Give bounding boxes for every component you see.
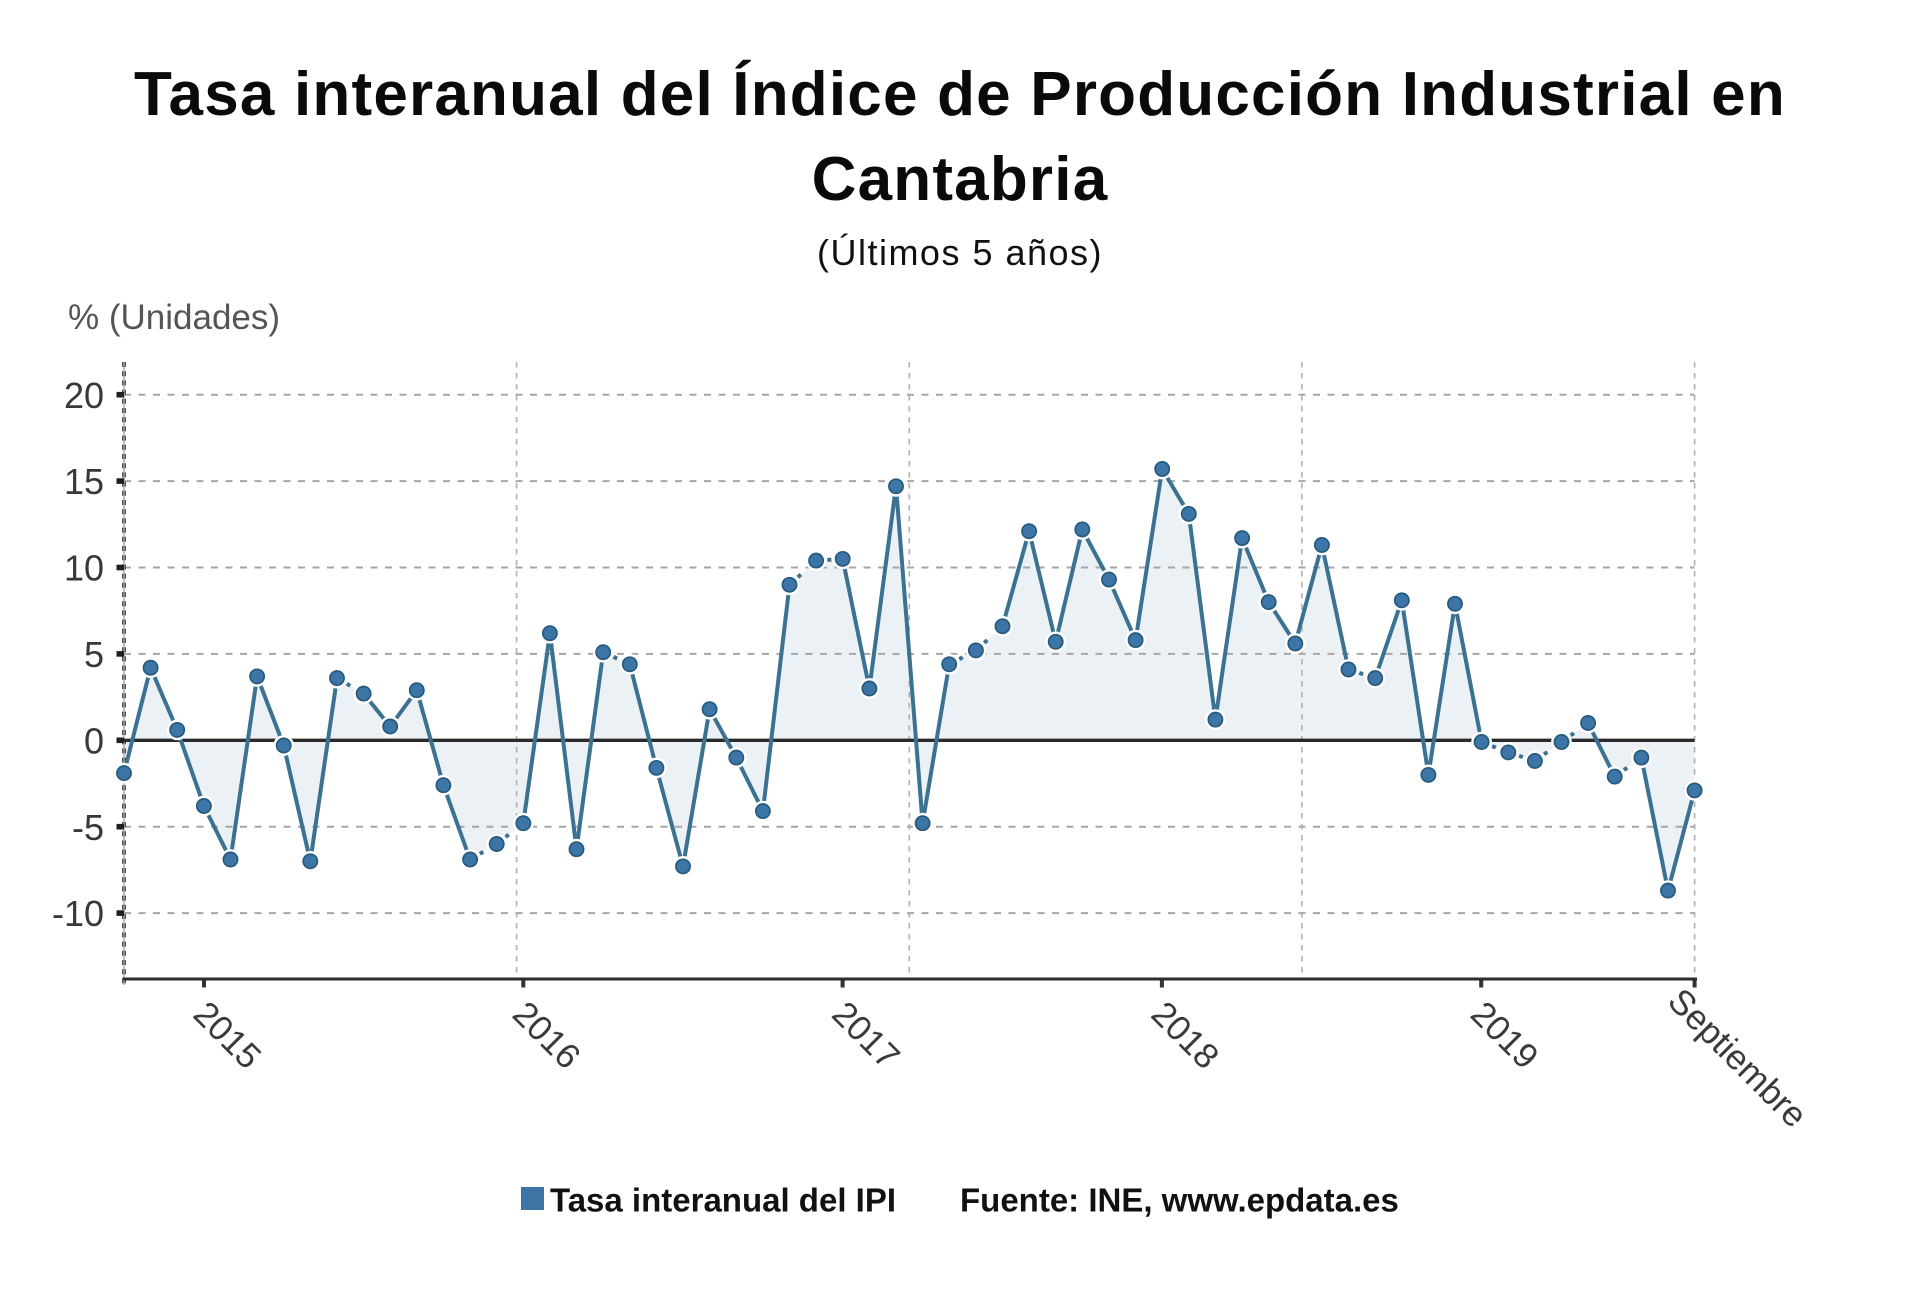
svg-text:20: 20 bbox=[64, 375, 104, 416]
svg-text:Septiembre: Septiembre bbox=[1660, 981, 1814, 1135]
svg-text:10: 10 bbox=[64, 548, 104, 589]
svg-text:Fuente: INE, www.epdata.es: Fuente: INE, www.epdata.es bbox=[960, 1182, 1399, 1219]
svg-text:-5: -5 bbox=[72, 807, 104, 848]
svg-text:2018: 2018 bbox=[1144, 994, 1227, 1077]
svg-text:2017: 2017 bbox=[824, 994, 907, 1077]
svg-text:-10: -10 bbox=[52, 893, 104, 934]
svg-text:Tasa interanual del IPI: Tasa interanual del IPI bbox=[550, 1182, 896, 1219]
svg-text:5: 5 bbox=[84, 634, 104, 675]
svg-text:2016: 2016 bbox=[505, 994, 588, 1077]
svg-text:2019: 2019 bbox=[1463, 994, 1546, 1077]
svg-text:2015: 2015 bbox=[186, 994, 269, 1077]
svg-text:0: 0 bbox=[84, 720, 104, 761]
svg-text:15: 15 bbox=[64, 461, 104, 502]
